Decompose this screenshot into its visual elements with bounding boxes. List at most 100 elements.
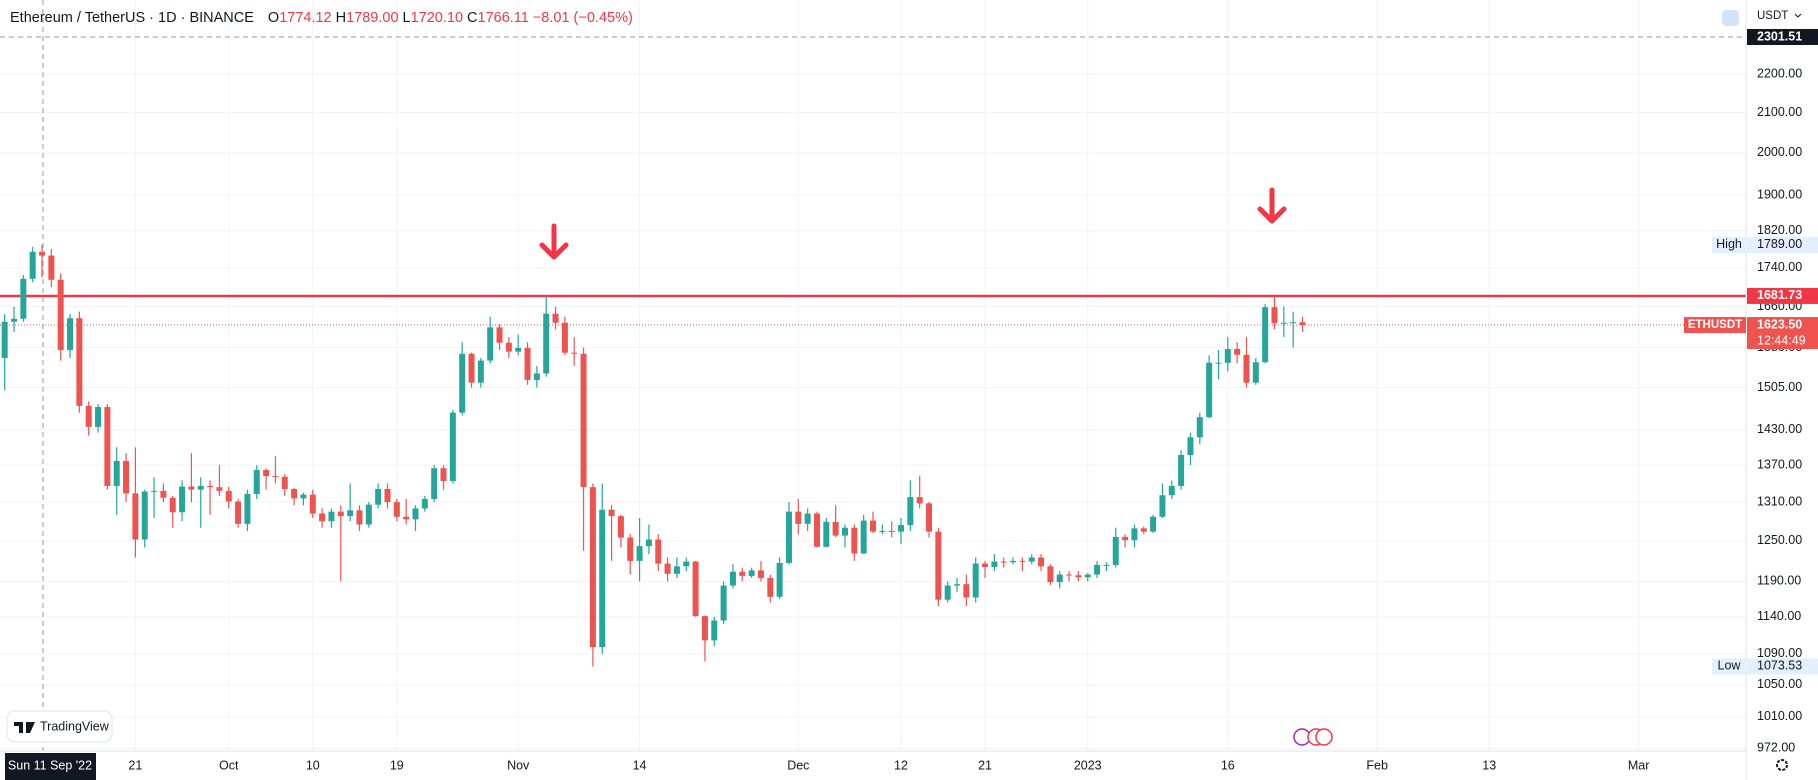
x-tick-label: Oct (219, 758, 239, 772)
logo-mark (14, 722, 35, 733)
candle-body (216, 487, 223, 491)
high-name-box (1712, 236, 1746, 253)
annotation-arrow (1257, 187, 1287, 224)
candle-body (67, 318, 74, 351)
candle-body (1010, 560, 1017, 563)
candle-body (1047, 566, 1054, 583)
x-tick-label: 10 (306, 758, 320, 772)
x-tick-label: 12 (894, 758, 908, 772)
candle-body (795, 511, 802, 524)
currency[interactable]: USDT (1757, 10, 1788, 22)
candle-body (384, 489, 391, 503)
candle-body (711, 620, 718, 641)
candle-body (701, 616, 708, 641)
candle-body (683, 561, 690, 567)
resistance-price: 1681.73 (1757, 288, 1802, 302)
y-tick-label: 1050.00 (1757, 677, 1802, 691)
candle-body (225, 490, 232, 502)
candle-body (113, 460, 120, 486)
candle-body (1215, 362, 1222, 364)
candle-body (440, 468, 447, 481)
candle-body (935, 531, 942, 600)
resistance-price-box (1747, 287, 1818, 304)
y-tick-label: 2200.00 (1757, 67, 1802, 81)
watermark: TradingView (40, 719, 110, 733)
candle-body (95, 407, 102, 427)
candle-body (188, 486, 195, 490)
x-tick-label: Feb (1366, 758, 1388, 772)
candle-body (757, 570, 764, 578)
candle-body (982, 563, 989, 567)
candle-body (85, 405, 92, 427)
candle-body (954, 584, 961, 586)
candle-body (431, 468, 438, 499)
candle-body (1178, 454, 1185, 486)
candle-body (963, 584, 970, 598)
candle-body (57, 279, 64, 351)
candle-body (841, 527, 848, 536)
candle-body (1112, 536, 1119, 565)
candle-body (580, 353, 587, 488)
candle-body (365, 504, 372, 525)
candle-body (1206, 362, 1213, 418)
x-tick-label: 19 (390, 758, 404, 772)
candle-body (197, 485, 204, 490)
y-tick-label: 1250.00 (1757, 533, 1802, 547)
candle-body (692, 561, 699, 617)
candle-body (1290, 322, 1297, 324)
candle-body (729, 571, 736, 586)
candle-body (263, 469, 270, 477)
legend-label: C (467, 10, 478, 26)
candle-body (1122, 536, 1129, 541)
candle-body (617, 516, 624, 538)
candle-body (1131, 528, 1138, 541)
candle-body (748, 570, 755, 576)
candle-body (767, 577, 774, 597)
low-name-box (1712, 658, 1746, 675)
candle-body (1, 321, 8, 358)
y-tick-label: 1090.00 (1757, 646, 1802, 660)
candle-body (477, 360, 484, 383)
high-name: High (1716, 237, 1742, 251)
candle-body (1038, 557, 1045, 567)
candle-body (375, 489, 382, 505)
x-tick-label: 16 (1221, 758, 1235, 772)
candle-body (898, 525, 905, 532)
crosshair-price-box (1747, 28, 1818, 45)
candle-body (291, 489, 298, 499)
candle-body (160, 490, 167, 498)
candle-body (1028, 557, 1035, 562)
currency-dropdown[interactable] (1794, 13, 1802, 18)
candle-body (1234, 349, 1241, 355)
candle-body (253, 469, 260, 494)
candle-body (870, 520, 876, 532)
crosshair-date-box (5, 753, 96, 780)
candle-body (505, 342, 512, 352)
plot (0, 36, 1746, 667)
y-tick-label: 2100.00 (1757, 105, 1802, 119)
legend: Ethereum / TetherUS · 1D · BINANCE O1774.… (10, 10, 633, 26)
last-price: 1623.50 (1757, 317, 1802, 331)
candle-body (823, 521, 830, 547)
auto-scale-icon[interactable] (1722, 10, 1739, 26)
legend-label: H (335, 10, 347, 26)
candle-body (1140, 528, 1147, 532)
candle-body (123, 460, 130, 494)
high-box (1747, 236, 1818, 253)
candle-body (571, 352, 578, 354)
candle-body (20, 278, 27, 319)
candle-body (1084, 574, 1091, 578)
candle-body (449, 412, 456, 481)
crosshair-price: 2301.51 (1757, 29, 1802, 43)
candle-body (804, 513, 811, 524)
settings-icon[interactable] (1776, 759, 1788, 771)
high-label: 1789.00 (1757, 237, 1802, 251)
candle-body (29, 251, 36, 279)
candle-body (179, 486, 186, 513)
candle-body (151, 490, 158, 492)
candle-body (207, 485, 214, 488)
candle-body (412, 508, 419, 520)
